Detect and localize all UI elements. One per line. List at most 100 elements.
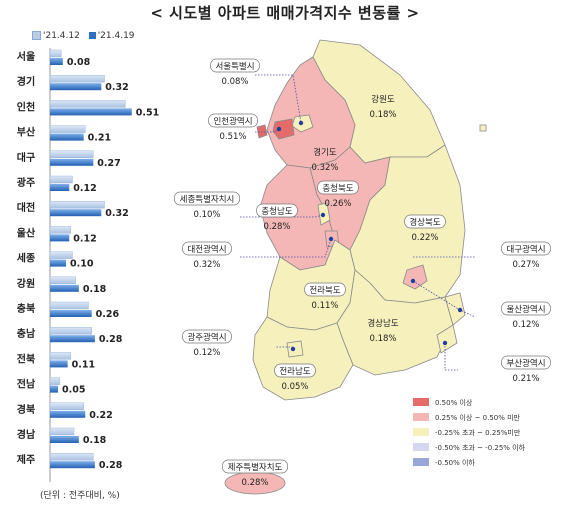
- map-region-label: 경기도 0.32%: [311, 147, 338, 173]
- map-label-box: [210, 58, 260, 73]
- category-label: 전북: [17, 352, 35, 365]
- bar-curr: [50, 133, 84, 141]
- bar-group: 충남 0.28: [17, 327, 123, 345]
- map-label-name: 충청남도: [261, 207, 292, 217]
- region-incheon-islands: [256, 124, 268, 139]
- bar-value-label: 0.27: [97, 158, 120, 169]
- map-region-label: 광주광역시 0.12%: [182, 329, 232, 358]
- map-label-box: [274, 363, 316, 378]
- bar-group: 울산 0.12: [17, 226, 97, 244]
- map-label-name: 제주특별자치도: [228, 462, 283, 473]
- bar-value-label: 0.32: [105, 208, 128, 219]
- map-label-value: 0.51%: [219, 132, 246, 142]
- map-legend-swatch: [413, 443, 429, 451]
- region-jeonnam: [252, 316, 354, 401]
- bar-curr: [50, 58, 63, 65]
- map-region-dots: [276, 120, 463, 352]
- map-label-value: 0.28%: [241, 478, 268, 488]
- map-region-label: 전라북도 0.11%: [304, 282, 346, 311]
- bar-curr: [50, 259, 67, 267]
- bar-curr: [50, 310, 92, 317]
- map-label-name: 경기도: [313, 147, 337, 158]
- region-busan: [436, 324, 458, 354]
- map-legend-swatch: [413, 413, 429, 421]
- bar-prev: [49, 150, 94, 159]
- category-label: 부산: [17, 126, 36, 139]
- map-label-name: 충청북도: [322, 184, 353, 194]
- bar-curr: [50, 410, 86, 418]
- bar-prev: [49, 251, 73, 259]
- map-legend-label: -0.50% 이하: [435, 458, 475, 467]
- map-label-value: 0.12%: [512, 320, 539, 330]
- map-region-label: 세종특별자치시 0.10%: [173, 191, 241, 220]
- bar-prev: [49, 75, 105, 83]
- bar-chart: 서울 0.08 경기 0.32 인천 0.51 부산 0.21 대구 0.27 광주 0.12 대전 0.…: [17, 48, 159, 482]
- map-region-label: 충청북도 0.26%: [317, 180, 359, 209]
- map-label-name: 전라남도: [279, 366, 310, 377]
- bar-group: 대전 0.32: [17, 200, 129, 219]
- category-label: 충북: [17, 302, 35, 315]
- bar-group: 인천 0.51: [17, 100, 159, 118]
- korea-map: 서울특별시 0.08% 인천광역시 0.51% 경기도 0.32% 강원도 0.18% 충청북도…: [173, 39, 551, 495]
- bar-prev: [49, 175, 73, 184]
- map-label-value: 0.28%: [263, 222, 290, 232]
- bar-prev: [49, 276, 76, 285]
- map-legend-label: -0.50% 초과 ~ -0.25% 이하: [435, 443, 526, 452]
- map-label-box: [221, 459, 289, 474]
- map-regions: [224, 39, 487, 495]
- category-label: 제주: [17, 453, 35, 466]
- map-label-value: 0.18%: [369, 110, 396, 120]
- map-label-name: 경상북도: [409, 217, 440, 228]
- map-label-name: 울산광역시: [506, 304, 545, 315]
- bar-curr: [50, 436, 79, 443]
- bar-prev: [49, 352, 72, 360]
- bar-value-label: 0.18: [83, 284, 107, 295]
- bar-value-label: 0.12: [73, 183, 96, 194]
- map-label-box: [317, 180, 359, 195]
- map-label-box: [304, 282, 346, 297]
- category-label: 경기: [17, 75, 35, 88]
- bar-curr: [50, 83, 102, 91]
- unit-note: (단위 : 전주대비, %): [40, 491, 120, 501]
- map-label-box: [208, 113, 258, 128]
- map-leader-lines: [240, 74, 476, 371]
- map-region-label: 경상북도 0.22%: [404, 214, 446, 243]
- bar-curr: [50, 108, 132, 116]
- bar-value-label: 0.32: [105, 82, 128, 93]
- bar-curr: [50, 385, 59, 393]
- bar-prev: [49, 427, 75, 436]
- map-label-value: 0.11%: [311, 301, 338, 311]
- bar-curr: [50, 461, 95, 469]
- bar-value-label: 0.51: [136, 107, 159, 118]
- category-label: 울산: [17, 226, 36, 239]
- map-region-label: 제주특별자치도 0.28%: [221, 459, 289, 488]
- map-legend-item: -0.25% 초과 ~ 0.25%미만: [413, 428, 521, 437]
- category-label: 인천: [17, 100, 35, 113]
- bar-value-label: 0.18: [83, 435, 107, 446]
- bar-value-label: 0.28: [99, 334, 123, 345]
- map-label-value: 0.18%: [369, 334, 396, 344]
- bar-prev: [49, 49, 62, 58]
- bar-prev: [49, 453, 94, 461]
- legend-item-prev: '21.4.12: [32, 31, 80, 41]
- map-legend-label: -0.25% 초과 ~ 0.25%미만: [435, 428, 521, 437]
- map-label-name: 서울특별시: [215, 61, 254, 72]
- map-legend-swatch: [413, 398, 429, 406]
- bar-curr: [50, 335, 95, 343]
- bar-value-label: 0.26: [96, 309, 120, 320]
- map-legend-swatch: [413, 428, 429, 436]
- map-region-label: 서울특별시 0.08%: [210, 58, 260, 87]
- map-label-box: [404, 214, 446, 229]
- map-label-box: [173, 191, 241, 206]
- map-label-box: [182, 241, 232, 256]
- map-region-label: 대구광역시 0.27%: [501, 241, 551, 270]
- bar-group: 부산 0.21: [17, 125, 111, 144]
- map-label-name: 광주광역시: [187, 332, 226, 343]
- category-label: 대구: [17, 151, 35, 164]
- map-region-label: 대전광역시 0.32%: [182, 241, 232, 270]
- bar-value-label: 0.05: [62, 385, 85, 396]
- map-legend-item: 0.50% 이상: [413, 398, 473, 407]
- bar-prev: [49, 125, 86, 133]
- map-label-name: 세종특별자치시: [180, 194, 235, 205]
- map-label-value: 0.12%: [193, 348, 220, 358]
